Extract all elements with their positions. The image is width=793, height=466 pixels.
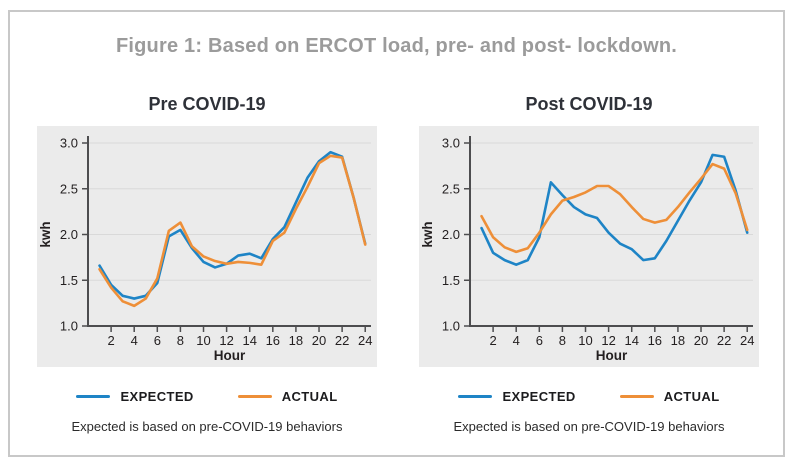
svg-text:kwh: kwh — [420, 221, 435, 247]
svg-text:2.5: 2.5 — [60, 181, 78, 196]
actual-line-swatch — [237, 395, 272, 398]
svg-text:14: 14 — [624, 333, 638, 348]
svg-text:18: 18 — [671, 333, 685, 348]
legend-label-expected: EXPECTED — [502, 389, 576, 404]
svg-text:1.5: 1.5 — [60, 273, 78, 288]
line-chart-post: 1.01.52.02.53.02 4 6 8 10 12 14 16 18 20 22 24Hourk… — [420, 136, 754, 364]
svg-text:2.5: 2.5 — [442, 181, 460, 196]
svg-text:16: 16 — [648, 333, 662, 348]
svg-text:1.0: 1.0 — [60, 319, 78, 334]
footnote-post: Expected is based on pre-COVID-19 behavi… — [453, 419, 725, 434]
expected-line-swatch — [458, 395, 493, 398]
svg-text:16: 16 — [266, 333, 280, 348]
svg-text:2.0: 2.0 — [442, 227, 460, 242]
line-chart-pre: 1.01.52.02.53.02 4 6 8 10 12 14 16 18 20 22 24Hourk… — [38, 136, 372, 364]
svg-text:3.0: 3.0 — [442, 136, 460, 151]
chart-title-post: Post COVID-19 — [525, 94, 653, 114]
legend-item-actual: ACTUAL — [237, 389, 338, 404]
legend-post: EXPECTED ACTUAL — [419, 389, 759, 404]
svg-text:2.0: 2.0 — [60, 227, 78, 242]
chart-panel-post-covid: Post COVID-19 1.0 1.5 2.0 2.5 3.0 2 4 6 8 10 12 14 1… — [419, 72, 759, 434]
plot-area-pre: 1.0 1.5 2.0 2.5 3.0 2 4 6 8 10 12 14 16 18 20 22 24 Hour k… — [37, 126, 377, 367]
legend-item-expected: EXPECTED — [458, 389, 575, 404]
svg-text:20: 20 — [312, 333, 326, 348]
figure-title: Figure 1: Based on ERCOT load, pre- and … — [115, 35, 678, 57]
svg-text:6: 6 — [154, 333, 161, 348]
svg-text:Hour: Hour — [214, 348, 246, 363]
svg-text:12: 12 — [601, 333, 615, 348]
svg-text:4: 4 — [513, 333, 520, 348]
svg-text:8: 8 — [559, 333, 566, 348]
svg-text:22: 22 — [335, 333, 349, 348]
svg-text:kwh: kwh — [38, 221, 53, 247]
svg-text:10: 10 — [578, 333, 592, 348]
svg-text:2: 2 — [107, 333, 114, 348]
svg-text:6: 6 — [536, 333, 543, 348]
legend-label-actual: ACTUAL — [663, 389, 720, 404]
svg-text:18: 18 — [289, 333, 303, 348]
expected-line-swatch — [76, 395, 111, 398]
svg-text:3.0: 3.0 — [60, 136, 78, 151]
svg-text:12: 12 — [219, 333, 233, 348]
legend-pre: EXPECTED ACTUAL — [37, 389, 377, 404]
svg-text:22: 22 — [717, 333, 731, 348]
svg-text:Hour: Hour — [596, 348, 628, 363]
svg-text:8: 8 — [177, 333, 184, 348]
legend-label-expected: EXPECTED — [120, 389, 194, 404]
svg-text:14: 14 — [242, 333, 256, 348]
legend-label-actual: ACTUAL — [281, 389, 338, 404]
legend-item-expected: EXPECTED — [76, 389, 193, 404]
legend-item-actual: ACTUAL — [619, 389, 720, 404]
charts-row: Pre COVID-19 1.0 1.5 2.0 2.5 3.0 2 4 6 8 10 12 14 16… — [10, 72, 783, 434]
figure-frame: Figure 1: Based on ERCOT load, pre- and … — [8, 10, 785, 457]
svg-text:1.5: 1.5 — [442, 273, 460, 288]
svg-text:20: 20 — [694, 333, 708, 348]
chart-title-pre: Pre COVID-19 — [148, 94, 266, 114]
svg-text:10: 10 — [196, 333, 210, 348]
actual-line-swatch — [619, 395, 654, 398]
svg-text:24: 24 — [740, 333, 754, 348]
svg-text:1.0: 1.0 — [442, 319, 460, 334]
plot-area-post: 1.0 1.5 2.0 2.5 3.0 2 4 6 8 10 12 14 16 18 20 22 24 Hour k… — [419, 126, 759, 367]
footnote-pre: Expected is based on pre-COVID-19 behavi… — [71, 419, 343, 434]
svg-text:24: 24 — [358, 333, 372, 348]
svg-text:4: 4 — [131, 333, 138, 348]
chart-panel-pre-covid: Pre COVID-19 1.0 1.5 2.0 2.5 3.0 2 4 6 8 10 12 14 16… — [37, 72, 377, 434]
svg-text:2: 2 — [489, 333, 496, 348]
